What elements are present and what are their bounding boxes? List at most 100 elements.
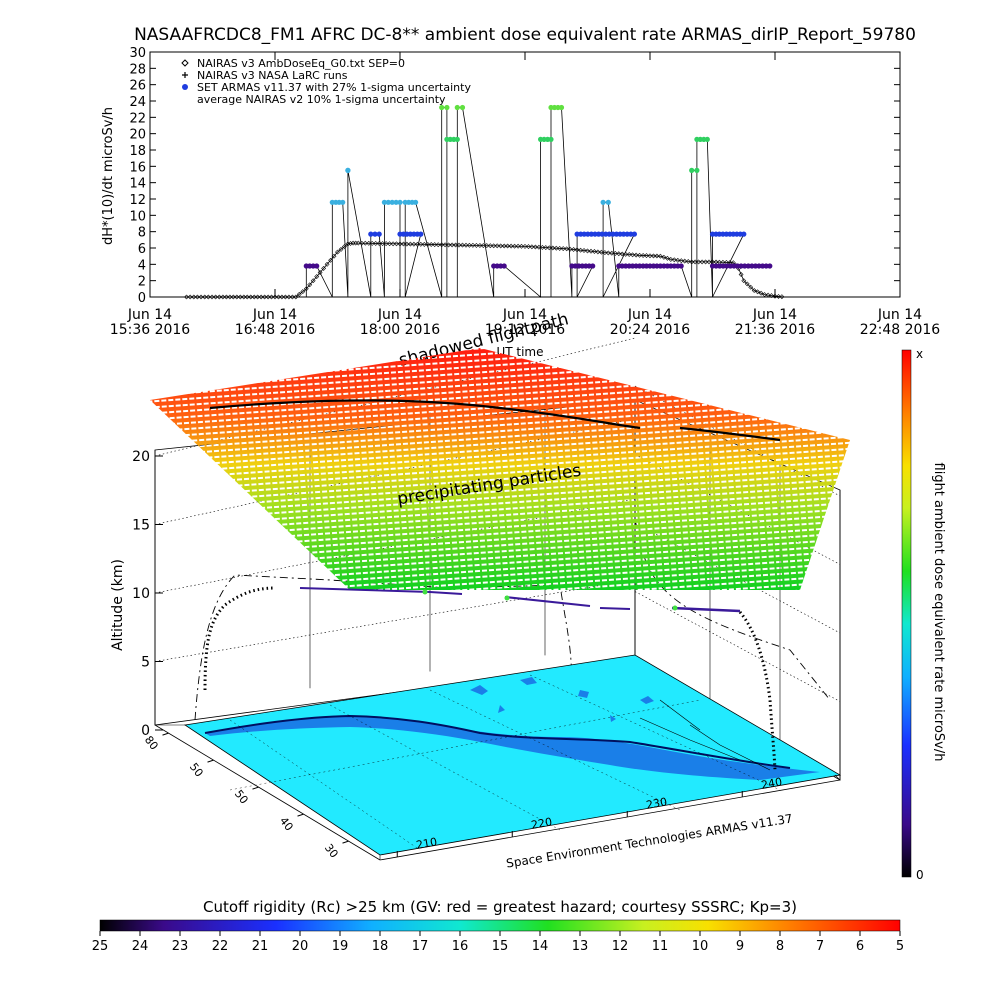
track-hot-spot <box>672 605 678 611</box>
altitude-tick-label: 0 <box>141 723 150 739</box>
cutoff-tick-label: 7 <box>816 939 824 954</box>
armas-marker <box>605 199 611 205</box>
latitude-tick-label: 30 <box>322 841 341 860</box>
armas-marker <box>603 231 609 237</box>
armas-marker <box>631 231 638 237</box>
nairas-marker <box>269 294 274 300</box>
nairas-marker <box>699 259 705 265</box>
y-tick-label: 4 <box>138 258 146 273</box>
nairas-marker <box>769 293 774 299</box>
nairas-marker <box>741 278 747 284</box>
nairas-marker <box>234 294 240 300</box>
altitude-ticks: 0 5 10 15 20 <box>132 449 163 739</box>
nairas-marker <box>682 258 688 264</box>
armas-marker <box>749 263 755 269</box>
nairas-marker <box>651 253 656 259</box>
nairas-marker <box>317 270 323 275</box>
nairas-marker <box>366 240 372 246</box>
drop-lines <box>155 724 841 860</box>
flight-track <box>203 586 777 771</box>
cutoff-tick-label: 18 <box>372 939 389 954</box>
nairas-marker <box>341 244 347 250</box>
nairas-marker <box>675 257 681 263</box>
nairas-marker <box>209 294 215 300</box>
y-tick-label: 22 <box>129 111 146 126</box>
nairas-marker <box>738 272 744 277</box>
nairas-marker <box>307 282 313 288</box>
latitude-tick <box>297 813 304 817</box>
nairas-marker <box>529 244 535 250</box>
cutoff-tick-label: 23 <box>172 939 189 954</box>
nairas-marker <box>463 242 469 248</box>
nairas-marker <box>633 252 639 258</box>
latitude-tick <box>207 759 214 763</box>
nairas-marker <box>616 251 622 257</box>
nairas-marker <box>571 247 577 252</box>
nairas-marker <box>508 243 514 249</box>
nairas-marker <box>223 294 229 300</box>
y-tick-label: 20 <box>129 128 146 143</box>
track-hot-spot <box>422 589 428 595</box>
nairas-marker <box>706 259 712 265</box>
flight-track-cruise-3 <box>671 606 741 613</box>
nairas-marker <box>324 261 330 267</box>
nairas-marker <box>505 243 511 249</box>
nairas-marker <box>772 293 778 299</box>
nairas-series-line <box>186 242 786 298</box>
nairas-marker <box>348 241 353 246</box>
track-hot-spot <box>504 595 510 601</box>
nairas-marker <box>418 241 424 247</box>
cutoff-tick-label: 6 <box>856 939 864 954</box>
armas-marker <box>767 263 773 269</box>
nairas-marker <box>258 294 264 300</box>
armas-marker <box>585 231 591 237</box>
longitude-tick-label: 210 <box>415 835 438 851</box>
nairas-marker <box>637 252 643 258</box>
armas-marker <box>501 263 507 269</box>
legend-diamond-icon <box>181 59 189 67</box>
y-tick-label: 0 <box>138 291 146 306</box>
armas-marker <box>345 167 351 173</box>
armas-marker <box>709 263 716 269</box>
armas-marker <box>745 263 751 269</box>
flight-track-cruise-1 <box>299 587 463 595</box>
nairas-marker <box>202 294 208 300</box>
altitude-label: Altitude (km) <box>110 559 126 651</box>
nairas-marker <box>755 289 761 295</box>
longitude-tick-label: 230 <box>645 795 668 811</box>
nairas-marker <box>279 294 285 300</box>
armas-series-line <box>305 107 770 298</box>
nairas-marker <box>187 294 193 300</box>
nairas-marker <box>191 294 197 300</box>
nairas-marker <box>776 294 781 299</box>
nairas-marker <box>661 254 667 260</box>
cutoff-tick-label: 15 <box>492 939 509 954</box>
nairas-marker <box>473 242 479 248</box>
nairas-marker <box>581 248 587 253</box>
y-tick-label: 24 <box>129 95 146 110</box>
nairas-marker <box>748 284 754 290</box>
nairas-marker <box>585 248 590 254</box>
nairas-marker <box>380 241 386 247</box>
armas-marker <box>763 263 769 269</box>
legend-dot-icon <box>182 84 188 90</box>
dose-colorbar-gradient <box>901 349 912 878</box>
y-tick-label: 26 <box>129 79 146 94</box>
altitude-tick-label: 5 <box>141 655 150 671</box>
armas-marker <box>581 231 587 237</box>
cutoff-tick-label: 9 <box>736 939 744 954</box>
x-tick-label-date: Jun 14 <box>127 307 172 323</box>
map-rivers <box>639 699 771 771</box>
nairas-marker <box>491 243 497 249</box>
nairas-marker <box>539 244 545 250</box>
nairas-series-markers <box>184 240 785 300</box>
armas-marker <box>592 231 598 237</box>
nairas-marker <box>282 294 288 300</box>
nairas-marker <box>442 242 448 248</box>
nairas-marker <box>449 242 455 248</box>
latitude-tick <box>342 840 349 844</box>
sheet-flight-trace <box>209 399 781 442</box>
